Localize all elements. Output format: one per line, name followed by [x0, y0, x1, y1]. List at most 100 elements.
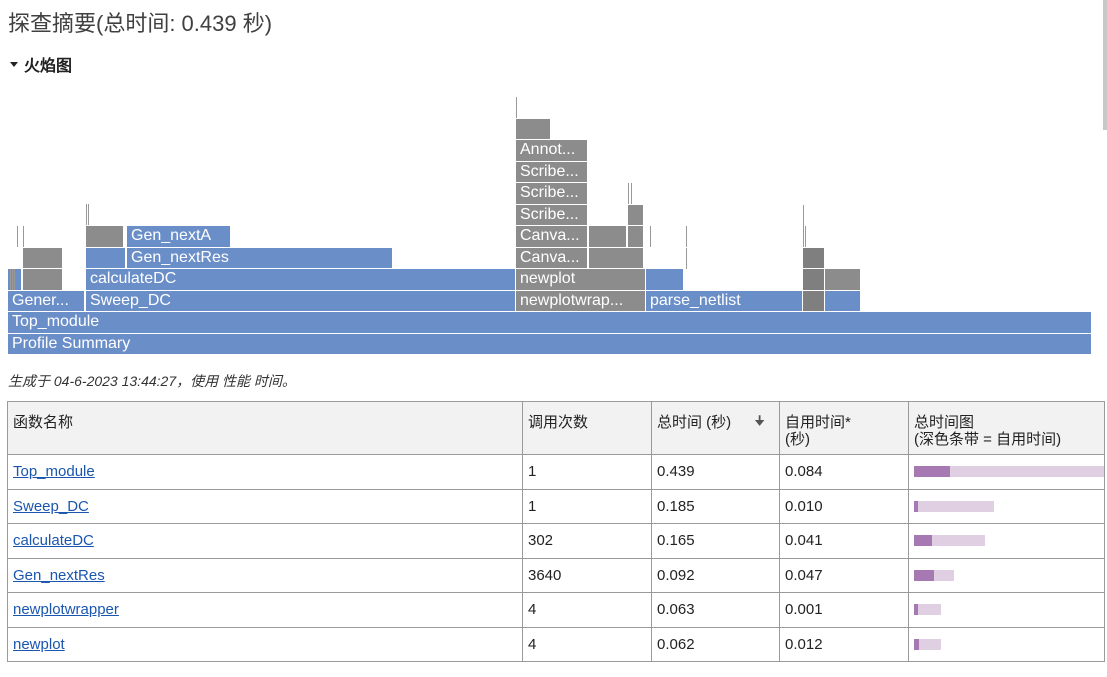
function-name-cell: calculateDC	[7, 523, 523, 559]
function-link[interactable]: newplotwrapper	[13, 601, 119, 619]
calls-cell: 3640	[522, 557, 652, 593]
col-header-function-name[interactable]: 函数名称	[7, 401, 523, 455]
col-header-total-time[interactable]: 总时间 (秒) 🠋	[651, 401, 780, 455]
flame-block-unlabeled[interactable]	[825, 269, 861, 290]
table-row: newplot 4 0.062 0.012	[7, 626, 1105, 662]
time-plot-cell	[908, 454, 1105, 490]
flame-block-sweep-dc[interactable]: Sweep_DC	[86, 291, 516, 311]
time-bar	[914, 638, 1099, 650]
col-header-self-time[interactable]: 自用时间* (秒)	[779, 401, 909, 455]
self-time-cell: 0.041	[779, 523, 909, 559]
profile-summary-table: 函数名称 调用次数 总时间 (秒) 🠋 自用时间* (秒) 总时间图 (深色条带 = …	[7, 401, 1105, 662]
time-plot-cell	[908, 592, 1105, 628]
table-row: Gen_nextRes 3640 0.092 0.047	[7, 557, 1105, 593]
flame-block-unlabeled[interactable]	[825, 291, 861, 311]
self-time-bar	[914, 535, 932, 547]
flame-tick	[803, 205, 804, 247]
flame-tick	[23, 226, 24, 247]
flame-block-unlabeled[interactable]	[628, 205, 644, 225]
total-time-cell: 0.165	[651, 523, 780, 559]
flame-block-unlabeled[interactable]	[589, 226, 627, 247]
flame-block-unlabeled[interactable]	[803, 291, 825, 311]
flame-tick	[628, 183, 629, 204]
flame-block-newplotwrapper[interactable]: newplotwrap...	[516, 291, 646, 311]
total-time-bar	[914, 500, 994, 512]
function-name-cell: Sweep_DC	[7, 488, 523, 524]
flame-block-unlabeled[interactable]	[516, 119, 551, 139]
table-header-row: 函数名称 调用次数 总时间 (秒) 🠋 自用时间* (秒) 总时间图 (深色条带 = …	[7, 401, 1105, 455]
flame-block-parse-netlist[interactable]: parse_netlist	[646, 291, 803, 311]
time-plot-cell	[908, 626, 1105, 662]
self-time-bar	[914, 466, 950, 478]
flame-tick	[14, 269, 15, 290]
flame-block-unlabeled[interactable]	[803, 269, 825, 290]
flame-block-unlabeled[interactable]	[803, 248, 825, 268]
flame-tick	[516, 97, 517, 118]
flame-block-unlabeled[interactable]	[86, 248, 126, 268]
flame-tick	[805, 226, 806, 247]
flame-block-scribe[interactable]: Scribe...	[516, 183, 588, 204]
sort-down-icon[interactable]: 🠋	[754, 413, 765, 428]
flame-tick	[88, 204, 89, 225]
time-bar	[914, 604, 1099, 616]
flame-block-gen-nextres[interactable]: Gen_nextRes	[127, 248, 393, 268]
self-time-cell: 0.084	[779, 454, 909, 490]
flame-tick	[86, 204, 87, 225]
flame-block-unlabeled[interactable]	[23, 248, 63, 268]
col-header-calls[interactable]: 调用次数	[522, 401, 652, 455]
flame-block-annot[interactable]: Annot...	[516, 140, 588, 161]
flame-block-scribe[interactable]: Scribe...	[516, 162, 588, 182]
flame-block-unlabeled[interactable]	[23, 269, 63, 290]
calls-cell: 1	[522, 454, 652, 490]
flame-tick	[686, 248, 687, 269]
time-bar	[914, 535, 1099, 547]
flame-block-profile-summary[interactable]: Profile Summary	[8, 334, 1092, 354]
flame-block-canva[interactable]: Canva...	[516, 248, 588, 268]
flame-block-canva[interactable]: Canva...	[516, 226, 588, 247]
function-link[interactable]: Sweep_DC	[13, 497, 89, 515]
function-link[interactable]: calculateDC	[13, 532, 94, 550]
col-header-total-time-plot: 总时间图 (深色条带 = 自用时间)	[908, 401, 1105, 455]
self-time-bar	[914, 569, 934, 581]
time-bar	[914, 500, 1099, 512]
calls-cell: 302	[522, 523, 652, 559]
flame-block-unlabeled[interactable]	[628, 226, 644, 247]
flame-block-unlabeled[interactable]	[86, 226, 124, 247]
flame-tick	[10, 269, 11, 290]
flame-tick	[631, 183, 632, 204]
page-title: 探查摘要(总时间: 0.439 秒)	[8, 11, 273, 36]
flame-block-scribe[interactable]: Scribe...	[516, 205, 588, 225]
flame-graph-toggle[interactable]: 火焰图	[10, 52, 72, 76]
function-link[interactable]: newplot	[13, 635, 65, 653]
function-name-cell: Top_module	[7, 454, 523, 490]
flame-block-unlabeled[interactable]	[589, 248, 644, 268]
self-time-bar	[914, 500, 918, 512]
flame-block-unlabeled[interactable]	[646, 269, 684, 290]
total-time-cell: 0.092	[651, 557, 780, 593]
table-row: newplotwrapper 4 0.063 0.001	[7, 592, 1105, 628]
function-link[interactable]: Gen_nextRes	[13, 566, 105, 584]
total-time-bar	[914, 569, 954, 581]
time-plot-cell	[908, 488, 1105, 524]
flame-block-newplot[interactable]: newplot	[516, 269, 646, 290]
scrollbar[interactable]	[1103, 0, 1107, 130]
flame-block-calculatedc[interactable]: calculateDC	[86, 269, 516, 290]
self-time-bar	[914, 638, 919, 650]
function-name-cell: Gen_nextRes	[7, 557, 523, 593]
function-name-cell: newplotwrapper	[7, 592, 523, 628]
self-time-cell: 0.012	[779, 626, 909, 662]
flame-block-gen-nexta[interactable]: Gen_nextA	[127, 226, 231, 247]
flame-tick	[650, 226, 651, 247]
total-time-bar	[914, 535, 985, 547]
total-time-cell: 0.439	[651, 454, 780, 490]
flame-block-top-module[interactable]: Top_module	[8, 312, 1092, 333]
function-link[interactable]: Top_module	[13, 463, 95, 481]
self-time-cell: 0.010	[779, 488, 909, 524]
self-time-cell: 0.047	[779, 557, 909, 593]
self-time-cell: 0.001	[779, 592, 909, 628]
flame-block-gener[interactable]: Gener...	[8, 291, 85, 311]
total-time-cell: 0.185	[651, 488, 780, 524]
flame-graph-label: 火焰图	[24, 58, 73, 75]
flame-block-unlabeled[interactable]	[8, 269, 22, 290]
flame-tick	[686, 226, 687, 247]
